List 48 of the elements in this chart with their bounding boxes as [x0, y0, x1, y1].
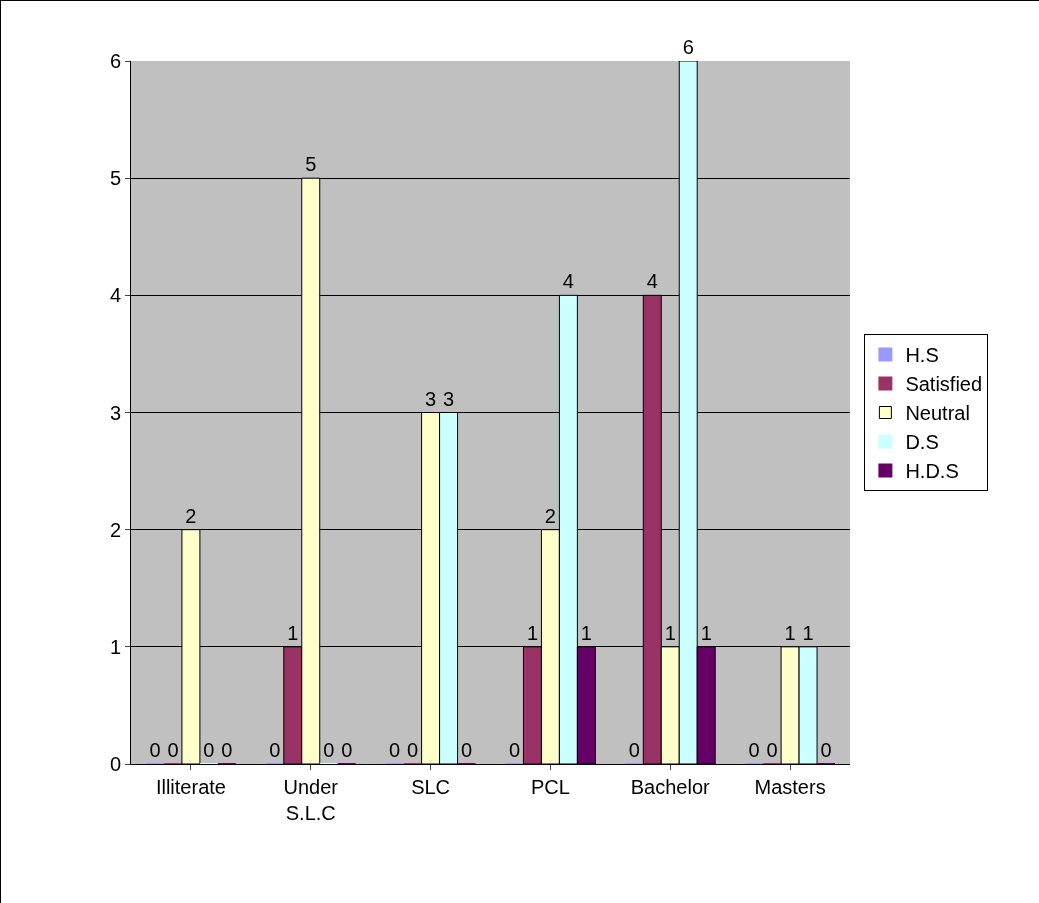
legend-label: H.S [905, 344, 939, 367]
y-tick-label: 6 [109, 50, 121, 72]
data-label: 1 [580, 621, 592, 644]
data-label: 1 [700, 621, 712, 644]
x-tick-label: Bachelor [630, 776, 711, 798]
legend-label: Neutral [905, 402, 970, 425]
data-label: 4 [646, 270, 658, 293]
data-label: 2 [544, 504, 556, 527]
data-label: 0 [389, 739, 401, 761]
x-tick-label: Illiterate [155, 776, 226, 798]
y-tick-label: 1 [109, 635, 121, 658]
data-label: 4 [562, 270, 574, 293]
y-tick-label: 3 [109, 401, 121, 424]
data-label: 2 [185, 504, 197, 527]
data-label: 0 [323, 739, 335, 761]
data-label: 1 [784, 621, 796, 644]
legend-label: H.D.S [905, 460, 959, 483]
data-label: 0 [460, 739, 473, 761]
x-tick-label: PCL [530, 776, 570, 798]
data-label: 1 [664, 621, 676, 644]
data-label: 0 [748, 739, 760, 761]
legend-label: Satisfied [905, 373, 983, 396]
data-label: 5 [305, 153, 317, 176]
x-tick-label: SLC [411, 776, 451, 798]
data-label: 0 [820, 739, 832, 761]
legend-label: D.S [905, 431, 939, 454]
data-label: 0 [203, 739, 215, 761]
data-label: 0 [766, 739, 778, 761]
data-label: 0 [407, 739, 419, 761]
data-label: 0 [167, 739, 179, 761]
data-label: 0 [508, 739, 521, 761]
data-label: 0 [149, 739, 161, 761]
data-label: 1 [287, 621, 299, 644]
data-label: 0 [221, 739, 233, 761]
data-label: 0 [269, 739, 281, 761]
y-tick-label: 0 [109, 753, 121, 775]
data-label: 0 [628, 739, 640, 761]
y-tick-label: 5 [109, 167, 121, 190]
data-label: 1 [526, 621, 538, 644]
y-tick-label: 2 [109, 518, 121, 541]
x-tick-label: Under S.L.C [283, 776, 339, 824]
data-label: 0 [341, 739, 353, 761]
y-tick-label: 4 [109, 284, 121, 307]
data-label: 3 [425, 387, 437, 410]
data-label: 1 [802, 621, 814, 644]
x-tick-label: Masters [754, 776, 826, 798]
data-label: 6 [682, 36, 694, 58]
data-label: 3 [443, 387, 455, 410]
